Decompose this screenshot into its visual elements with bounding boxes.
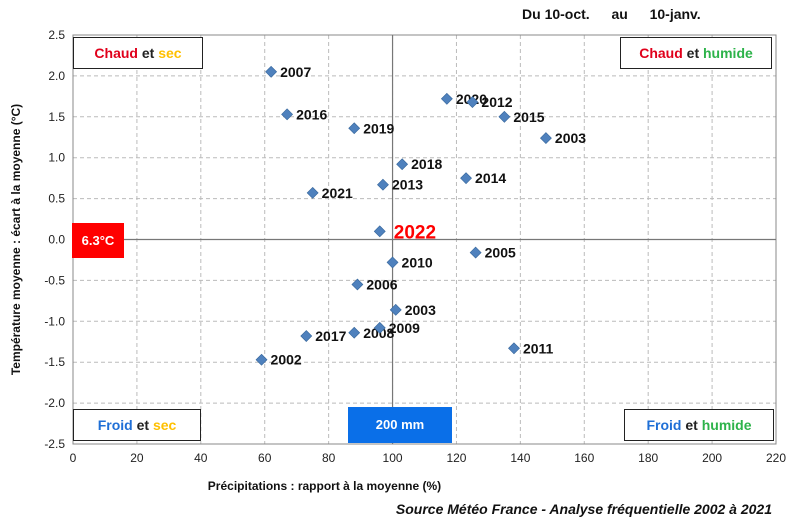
data-label: 2006 bbox=[366, 276, 397, 292]
quadrant-word1: Chaud bbox=[94, 45, 138, 61]
y-tick-label: 0.0 bbox=[48, 233, 65, 247]
quadrant-conj: et bbox=[685, 417, 698, 433]
x-tick-label: 40 bbox=[194, 451, 208, 465]
quadrant-word2: humide bbox=[701, 417, 752, 433]
reference-temperature-box: 6.3°C bbox=[72, 223, 124, 258]
quadrant-label-top-left: Chaud et sec bbox=[73, 37, 203, 69]
x-tick-label: 0 bbox=[70, 451, 77, 465]
period-prefix: Du bbox=[522, 6, 541, 22]
x-tick-label: 140 bbox=[510, 451, 530, 465]
quadrant-word2: humide bbox=[703, 45, 753, 61]
data-label: 2019 bbox=[363, 120, 394, 136]
y-tick-label: 2.5 bbox=[48, 28, 65, 42]
data-point bbox=[466, 96, 479, 109]
y-tick-label: 1.5 bbox=[48, 110, 65, 124]
data-label: 2011 bbox=[523, 340, 554, 356]
quadrant-conj: et bbox=[136, 417, 150, 433]
data-point bbox=[498, 110, 511, 123]
y-tick-label: -2.0 bbox=[44, 396, 65, 410]
y-axis-title: Température moyenne : écart à la moyenne… bbox=[9, 104, 23, 375]
y-tick-label: 2.0 bbox=[48, 69, 65, 83]
data-label: 2010 bbox=[402, 254, 433, 270]
quadrant-label-bottom-right: Froid et humide bbox=[624, 409, 774, 441]
data-label: 2021 bbox=[322, 185, 353, 201]
data-point bbox=[265, 65, 278, 78]
quadrant-label-bottom-left: Froid et sec bbox=[73, 409, 201, 441]
reference-precipitation-box: 200 mm bbox=[348, 407, 452, 443]
quadrant-word1: Froid bbox=[97, 417, 133, 433]
data-label: 2017 bbox=[315, 328, 346, 344]
data-label: 2005 bbox=[485, 245, 516, 261]
data-point bbox=[373, 321, 386, 334]
data-point bbox=[255, 353, 268, 366]
data-point bbox=[540, 132, 552, 144]
y-tick-label: -1.5 bbox=[44, 355, 65, 369]
y-tick-label: -1.0 bbox=[44, 314, 65, 328]
data-point bbox=[469, 246, 482, 259]
quadrant-word2: sec bbox=[152, 417, 177, 433]
data-point bbox=[300, 330, 313, 342]
data-label: 2015 bbox=[513, 109, 544, 125]
data-point bbox=[389, 303, 402, 316]
period-start: 10-oct. bbox=[544, 6, 590, 22]
x-tick-label: 120 bbox=[446, 451, 466, 465]
period-label: Du 10-oct. au 10-janv. bbox=[522, 6, 701, 22]
x-tick-label: 220 bbox=[766, 451, 786, 465]
y-tick-label: -0.5 bbox=[44, 273, 65, 287]
data-point bbox=[440, 92, 453, 105]
x-axis-title: Précipitations : rapport à la moyenne (%… bbox=[208, 479, 441, 493]
data-label: 2012 bbox=[481, 94, 512, 110]
quadrant-word1: Chaud bbox=[639, 45, 683, 61]
data-label: 2007 bbox=[280, 64, 311, 80]
source-note: Source Météo France - Analyse fréquentie… bbox=[395, 501, 772, 517]
y-tick-label: -2.5 bbox=[44, 437, 65, 451]
data-point bbox=[348, 122, 361, 135]
data-label: 2003 bbox=[405, 302, 436, 318]
data-label: 2002 bbox=[271, 352, 302, 368]
y-tick-label: 0.5 bbox=[48, 192, 65, 206]
data-point bbox=[386, 256, 399, 269]
data-point bbox=[373, 225, 386, 238]
period-mid: au bbox=[611, 6, 628, 22]
data-point bbox=[396, 158, 409, 171]
data-label: 2003 bbox=[555, 130, 586, 146]
x-tick-label: 160 bbox=[574, 451, 594, 465]
data-label: 2016 bbox=[296, 106, 327, 122]
data-label-highlight: 2022 bbox=[394, 222, 436, 243]
x-tick-label: 60 bbox=[258, 451, 272, 465]
data-point bbox=[460, 172, 472, 185]
data-label: 2014 bbox=[475, 170, 506, 186]
quadrant-word1: Froid bbox=[646, 417, 682, 433]
x-tick-label: 200 bbox=[702, 451, 722, 465]
x-tick-label: 180 bbox=[638, 451, 658, 465]
quadrant-word2: sec bbox=[158, 45, 182, 61]
data-label: 2018 bbox=[411, 156, 442, 172]
period-end: 10-janv. bbox=[649, 6, 701, 22]
data-label: 2009 bbox=[389, 320, 420, 336]
quadrant-label-top-right: Chaud et humide bbox=[620, 37, 772, 69]
data-point bbox=[281, 108, 294, 121]
x-tick-label: 100 bbox=[383, 451, 403, 465]
data-point bbox=[508, 342, 520, 355]
quadrant-conj: et bbox=[141, 45, 155, 61]
data-point bbox=[351, 278, 364, 291]
data-point bbox=[306, 186, 319, 199]
data-label: 2013 bbox=[392, 177, 423, 193]
data-point bbox=[348, 326, 361, 339]
x-tick-label: 20 bbox=[130, 451, 144, 465]
data-point bbox=[377, 178, 389, 191]
x-tick-label: 80 bbox=[322, 451, 336, 465]
quadrant-conj: et bbox=[686, 45, 700, 61]
y-tick-label: 1.0 bbox=[48, 151, 65, 165]
